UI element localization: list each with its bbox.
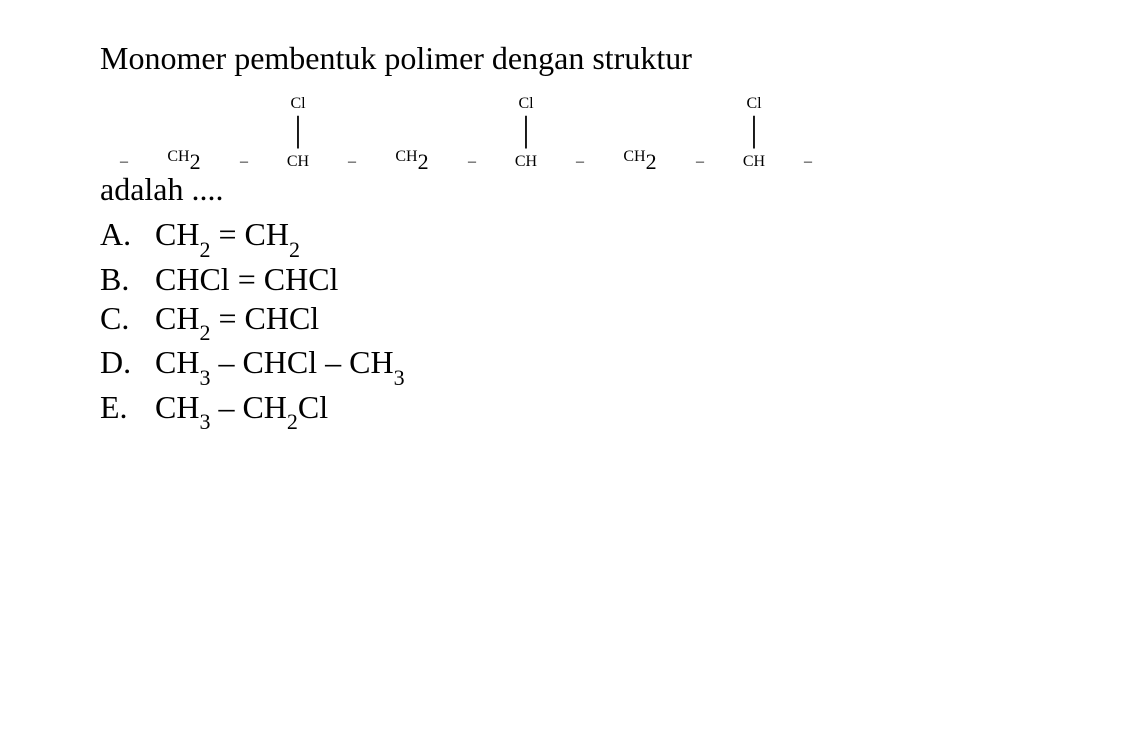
ch2-group-2: CH2 <box>376 145 448 171</box>
ch-group-3: CH <box>724 153 784 171</box>
chem-text: = CH <box>210 216 289 252</box>
option-text-b: CHCl = CHCl <box>155 261 1033 298</box>
option-d: D. CH3 – CHCl – CH3 <box>100 344 1033 386</box>
bond-dash: – <box>556 153 604 171</box>
chem-sub: 3 <box>394 365 405 390</box>
chem-sub: 3 <box>199 409 210 434</box>
polymer-structure: Cl Cl Cl | | | – CH2 – CH – CH2 – CH – C… <box>100 95 1033 171</box>
structure-main-row: – CH2 – CH – CH2 – CH – CH2 – CH – <box>100 145 1033 171</box>
options-list: A. CH2 = CH2 B. CHCl = CHCl C. CH2 = CHC… <box>100 216 1033 431</box>
answer-prompt: adalah .... <box>100 171 1033 208</box>
vertical-bond-2: | <box>496 113 556 145</box>
bond-dash: – <box>676 153 724 171</box>
ch2-sub: 2 <box>646 149 657 174</box>
ch2-group-1: CH2 <box>148 145 220 171</box>
chem-sub: 3 <box>199 365 210 390</box>
structure-bond-row: | | | <box>100 113 1033 145</box>
vertical-bond-1: | <box>268 113 328 145</box>
option-text-e: CH3 – CH2Cl <box>155 389 1033 431</box>
option-text-d: CH3 – CHCl – CH3 <box>155 344 1033 386</box>
bond-dash: – <box>100 153 148 171</box>
chem-text: CH <box>155 389 199 425</box>
bond-dash: – <box>220 153 268 171</box>
option-letter-b: B. <box>100 261 155 298</box>
bond-dash: – <box>448 153 496 171</box>
ch2-sub: 2 <box>190 149 201 174</box>
option-text-a: CH2 = CH2 <box>155 216 1033 258</box>
option-letter-c: C. <box>100 300 155 342</box>
option-b: B. CHCl = CHCl <box>100 261 1033 298</box>
ch2-group-3: CH2 <box>604 145 676 171</box>
option-c: C. CH2 = CHCl <box>100 300 1033 342</box>
option-text-c: CH2 = CHCl <box>155 300 1033 342</box>
ch-group-2: CH <box>496 153 556 171</box>
chem-text: – CHCl – CH <box>210 344 393 380</box>
chem-text: CH <box>155 344 199 380</box>
chem-text: CH <box>155 216 199 252</box>
chem-text: CH <box>155 300 199 336</box>
option-letter-a: A. <box>100 216 155 258</box>
chem-sub: 2 <box>289 237 300 262</box>
option-a: A. CH2 = CH2 <box>100 216 1033 258</box>
ch2-text: CH <box>395 148 417 165</box>
vertical-bond-3: | <box>724 113 784 145</box>
structure-top-row: Cl Cl Cl <box>100 95 1033 113</box>
ch-group-1: CH <box>268 153 328 171</box>
ch2-sub: 2 <box>418 149 429 174</box>
option-e: E. CH3 – CH2Cl <box>100 389 1033 431</box>
chem-text: = CHCl <box>210 300 319 336</box>
bond-dash: – <box>784 153 832 171</box>
chem-sub: 2 <box>199 320 210 345</box>
option-letter-d: D. <box>100 344 155 386</box>
ch2-text: CH <box>623 148 645 165</box>
chem-text: Cl <box>298 389 328 425</box>
ch2-text: CH <box>167 148 189 165</box>
chem-text: – CH <box>210 389 286 425</box>
question-text: Monomer pembentuk polimer dengan struktu… <box>100 40 1033 77</box>
chem-sub: 2 <box>287 409 298 434</box>
chem-sub: 2 <box>199 237 210 262</box>
option-letter-e: E. <box>100 389 155 431</box>
bond-dash: – <box>328 153 376 171</box>
